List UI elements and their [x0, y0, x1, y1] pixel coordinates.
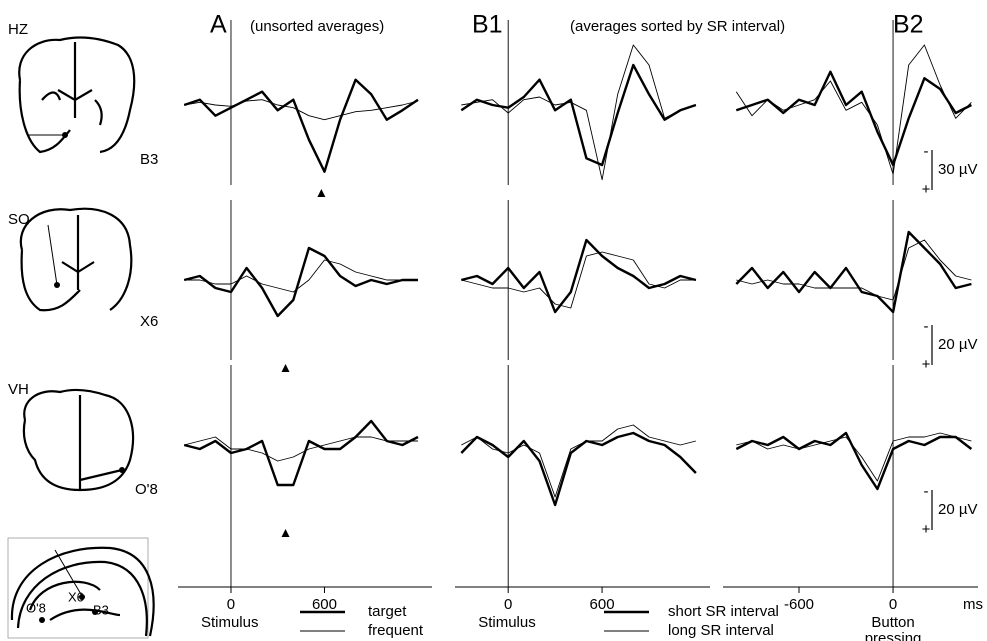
x-unit: ms — [963, 596, 983, 613]
subject-label: HZ — [8, 21, 28, 38]
panel-caption: (unsorted averages) — [250, 18, 384, 35]
electrode-label: B3 — [93, 602, 109, 617]
waveform — [461, 44, 697, 181]
waveform — [183, 419, 419, 487]
waveform — [184, 99, 419, 121]
waveform — [736, 432, 972, 482]
waveform — [461, 238, 697, 314]
panel-label: A — [210, 11, 227, 39]
x-tick-label: 600 — [312, 596, 337, 613]
scale-sign: + — [922, 181, 931, 198]
event-label: Stimulus — [478, 614, 536, 631]
scale-sign: + — [922, 356, 931, 373]
electrode-label: X6 — [68, 589, 84, 604]
waveform — [460, 63, 697, 167]
x-tick-label: 0 — [889, 596, 897, 613]
panel-caption: (averages sorted by SR interval) — [570, 18, 785, 35]
x-tick-label: 0 — [227, 596, 235, 613]
subject-label: SO — [8, 211, 30, 228]
waveform — [735, 44, 972, 175]
legend-label: short SR interval — [668, 603, 779, 620]
subject-label: VH — [8, 381, 29, 398]
scale-sign: - — [924, 143, 929, 160]
electrode-label: O'8 — [26, 600, 46, 615]
event-label: Button — [871, 614, 914, 631]
event-label: pressing — [865, 630, 922, 641]
x-tick-label: -600 — [784, 596, 814, 613]
electrode-label: B3 — [140, 151, 158, 168]
panel-label: B2 — [893, 11, 924, 39]
x-tick-label: 0 — [504, 596, 512, 613]
legend-label: target — [368, 603, 407, 620]
legend-label: long SR interval — [668, 622, 774, 639]
peak-marker — [317, 189, 326, 197]
waveform — [461, 424, 697, 498]
legend-label: frequent — [368, 622, 424, 639]
waveform — [735, 230, 972, 314]
scale-sign: - — [924, 483, 929, 500]
waveform — [184, 259, 418, 293]
peak-marker — [281, 364, 290, 372]
event-label: Stimulus — [201, 614, 259, 631]
waveform — [735, 431, 973, 491]
scale-label: 20 µV — [938, 501, 978, 518]
scale-label: 20 µV — [938, 336, 978, 353]
electrode-label: O'8 — [135, 481, 158, 498]
waveform — [736, 239, 972, 301]
brain-sketches — [7, 36, 155, 639]
waveform — [184, 436, 418, 462]
scale-sign: - — [924, 318, 929, 335]
panel-label: B1 — [472, 11, 503, 39]
waveform — [183, 246, 418, 318]
waveform — [183, 78, 419, 173]
x-tick-label: 600 — [590, 596, 615, 613]
peak-marker — [281, 529, 290, 537]
waveform — [460, 431, 697, 507]
scale-sign: + — [922, 521, 931, 538]
electrode-label: X6 — [140, 313, 158, 330]
waveform — [735, 70, 972, 167]
waveform — [461, 251, 696, 309]
scale-label: 30 µV — [938, 161, 978, 178]
